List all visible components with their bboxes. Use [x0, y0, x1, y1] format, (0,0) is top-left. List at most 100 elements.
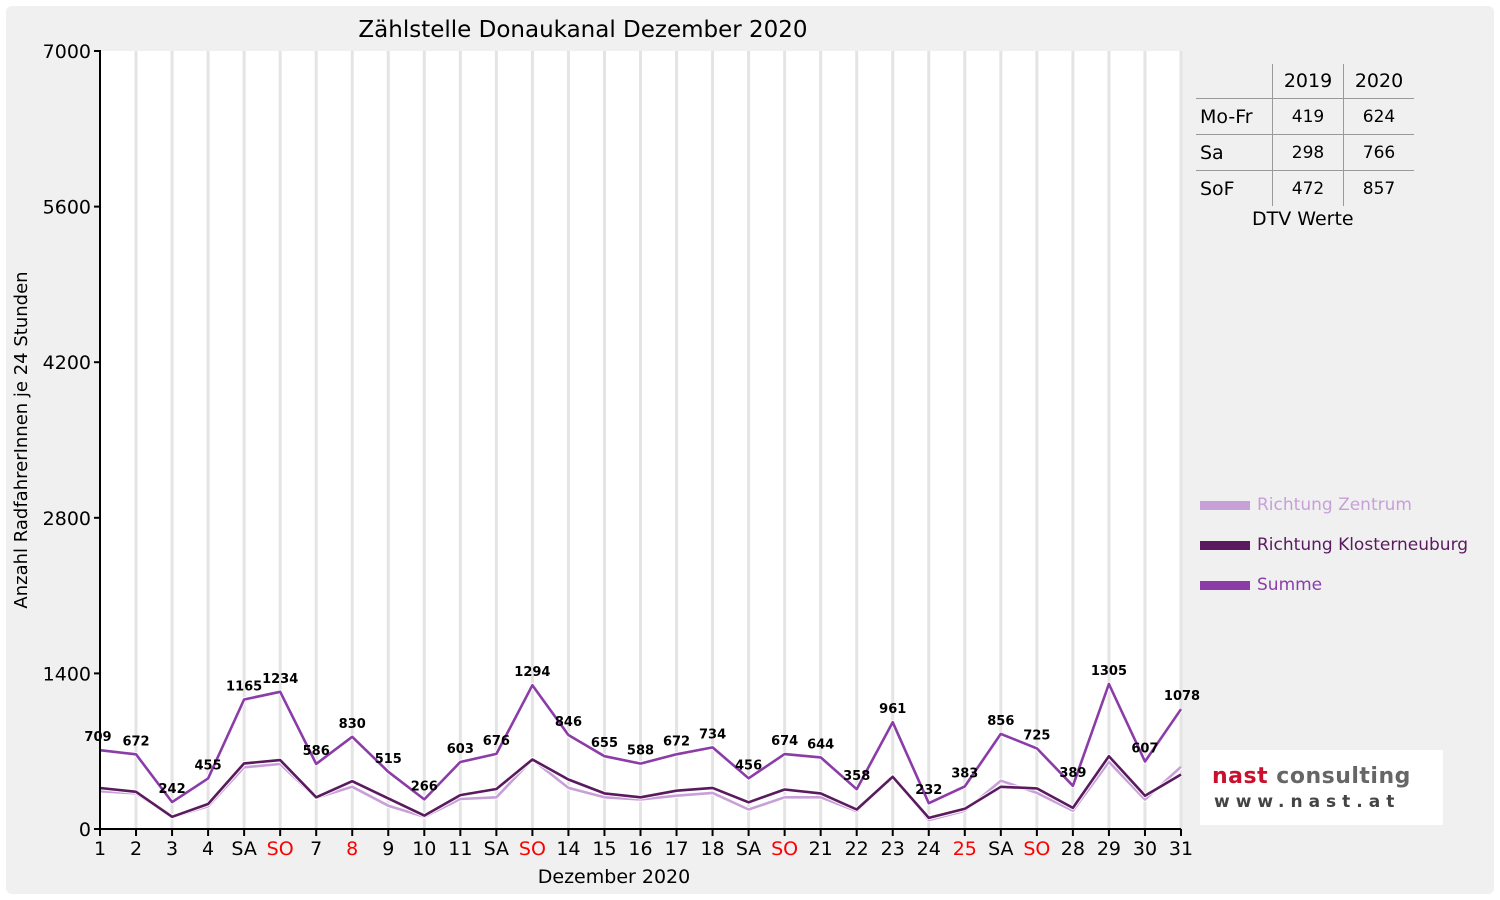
data-label: 830 — [339, 717, 366, 732]
x-tick-label: 31 — [1169, 838, 1193, 860]
chart-title: Zählstelle Donaukanal Dezember 2020 — [358, 17, 807, 43]
data-label: 846 — [555, 715, 582, 730]
dtv-cell-2020: 624 — [1343, 98, 1414, 135]
dtv-cell-2019: 419 — [1272, 98, 1344, 135]
data-label: 709 — [84, 730, 111, 745]
x-tick-label: 15 — [592, 838, 616, 860]
dtv-table: 2019 2020 Mo-Fr 419 624 Sa 298 766 SoF 4… — [1196, 64, 1414, 206]
x-tick-label: 28 — [1061, 838, 1085, 860]
x-tick-label: 22 — [845, 838, 869, 860]
x-tick-label: 18 — [700, 838, 724, 860]
y-tick-label: 5600 — [43, 197, 91, 219]
x-tick-label: SO — [771, 838, 798, 860]
x-axis-title: Dezember 2020 — [538, 866, 690, 888]
data-label: 1165 — [226, 680, 262, 695]
x-tick-label: 17 — [664, 838, 688, 860]
legend-swatch — [1200, 500, 1250, 510]
x-tick-label: SA — [231, 838, 256, 860]
dtv-row-label: Sa — [1196, 134, 1273, 171]
data-label: 515 — [375, 752, 402, 767]
legend-swatch — [1200, 580, 1250, 590]
x-tick-label: SA — [988, 838, 1013, 860]
x-tick-label: SO — [1023, 838, 1050, 860]
data-label: 242 — [158, 782, 185, 797]
x-tick-label: 9 — [382, 838, 394, 860]
x-tick-label: SO — [267, 838, 294, 860]
x-tick-label: 7 — [310, 838, 322, 860]
dtv-header-2020: 2020 — [1343, 64, 1414, 99]
x-tick-label: SA — [736, 838, 761, 860]
x-tick-label: 3 — [166, 838, 178, 860]
logo-name: nast consulting — [1212, 764, 1411, 789]
logo-url: www.nast.at — [1214, 792, 1401, 812]
grid — [134, 51, 1183, 829]
data-label: 586 — [303, 744, 330, 759]
data-label: 644 — [807, 737, 834, 752]
x-tick-label: 29 — [1097, 838, 1121, 860]
data-label: 655 — [591, 736, 618, 751]
series-lines — [99, 681, 1183, 823]
y-tick-label: 1400 — [43, 663, 91, 685]
dtv-header-row: 2019 2020 — [1196, 64, 1414, 99]
x-tick-label: 4 — [202, 838, 214, 860]
data-label: 676 — [483, 734, 510, 749]
dtv-cell-2020: 857 — [1343, 170, 1414, 206]
data-label: 961 — [879, 702, 906, 717]
x-tick-label: 1 — [94, 838, 106, 860]
data-label: 383 — [951, 766, 978, 781]
legend-item-zentrum: Richtung Zentrum — [1200, 494, 1412, 516]
dtv-cell-2019: 298 — [1272, 134, 1344, 171]
legend-label: Richtung Klosterneuburg — [1257, 535, 1469, 555]
legend-item-klosterneuburg: Richtung Klosterneuburg — [1200, 534, 1468, 556]
data-label: 1234 — [262, 672, 298, 687]
data-label: 734 — [699, 727, 726, 742]
x-tick-label: SO — [519, 838, 546, 860]
y-axis-title: Anzahl RadfahrerInnen je 24 Stunden — [11, 271, 32, 608]
data-label: 672 — [122, 734, 149, 749]
dtv-header-2019: 2019 — [1272, 64, 1344, 99]
dtv-caption: DTV Werte — [1252, 208, 1354, 230]
legend-item-summe: Summe — [1200, 574, 1322, 596]
dtv-row-sof: SoF 472 857 — [1196, 170, 1414, 206]
y-tick-label: 4200 — [43, 352, 91, 374]
x-tick-label: 23 — [881, 838, 905, 860]
y-tick-label: 2800 — [43, 508, 91, 530]
company-logo: nast consulting www.nast.at — [1200, 750, 1443, 825]
x-tick-label: SA — [484, 838, 509, 860]
data-label: 1078 — [1164, 689, 1200, 704]
legend-label: Summe — [1257, 575, 1323, 595]
data-label: 672 — [663, 734, 690, 749]
dtv-row-sa: Sa 298 766 — [1196, 134, 1414, 171]
x-tick-label: 10 — [412, 838, 436, 860]
x-tick-label: 16 — [628, 838, 652, 860]
data-label: 389 — [1059, 766, 1086, 781]
dtv-cell-2019: 472 — [1272, 170, 1344, 206]
y-tick-label: 7000 — [43, 41, 91, 63]
data-label: 456 — [735, 758, 762, 773]
data-label: 1294 — [514, 665, 550, 680]
x-tick-label: 30 — [1133, 838, 1157, 860]
data-label: 358 — [843, 769, 870, 784]
x-tick-label: 11 — [448, 838, 472, 860]
data-label: 725 — [1023, 728, 1050, 743]
data-label: 1305 — [1091, 664, 1127, 679]
dtv-cell-2020: 766 — [1343, 134, 1414, 171]
x-tick-label: 24 — [917, 838, 941, 860]
x-tick-label: 2 — [130, 838, 142, 860]
legend-swatch — [1200, 540, 1250, 550]
dtv-row-mofr: Mo-Fr 419 624 — [1196, 98, 1414, 135]
legend-label: Richtung Zentrum — [1257, 495, 1412, 515]
data-label: 603 — [447, 742, 474, 757]
dtv-row-label: SoF — [1196, 170, 1273, 206]
data-label: 232 — [915, 783, 942, 798]
data-label: 266 — [411, 779, 438, 794]
data-label: 607 — [1131, 742, 1158, 757]
y-tick-label: 0 — [79, 819, 91, 841]
x-tick-label: 25 — [953, 838, 977, 860]
x-tick-label: 21 — [809, 838, 833, 860]
dtv-row-label: Mo-Fr — [1196, 98, 1273, 135]
data-label: 856 — [987, 714, 1014, 729]
series-line-3 — [99, 682, 1183, 805]
